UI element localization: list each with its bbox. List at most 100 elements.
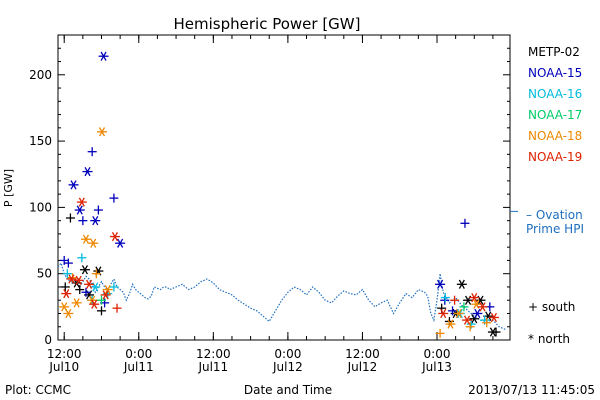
north-star-marker: [59, 302, 70, 312]
y-tick-label: 150: [29, 134, 52, 148]
north-star-marker: [89, 299, 100, 309]
marker-stroke: [73, 298, 80, 308]
north-star-marker: [63, 308, 74, 319]
north-star-marker: [88, 238, 99, 248]
marker-stroke: [490, 312, 498, 323]
south-plus-marker: [435, 328, 445, 338]
marker-stroke: [92, 282, 99, 292]
x-tick-label-time: 12:00: [47, 347, 82, 361]
legend-north-label: * north: [528, 332, 570, 346]
south-plus-marker: [81, 287, 91, 297]
marker-stroke: [471, 292, 478, 303]
marker-stroke: [458, 279, 465, 289]
marker-stroke: [90, 238, 97, 248]
south-plus-marker: [459, 302, 469, 312]
south-plus-marker: [482, 318, 492, 328]
south-plus-marker: [109, 193, 119, 203]
marker-stroke: [82, 234, 90, 244]
timestamp: 2013/07/13 11:45:05: [468, 383, 595, 397]
marker-stroke: [65, 308, 72, 319]
south-plus-marker: [65, 213, 75, 223]
marker-stroke: [104, 284, 111, 295]
y-axis-label: P [GW]: [2, 169, 15, 207]
marker-stroke: [92, 216, 99, 226]
marker-stroke: [111, 231, 119, 242]
marker-stroke: [100, 51, 107, 61]
legend: METP-02 NOAA-15 NOAA-16 NOAA-17 NOAA-18 NOAA-…: [528, 45, 582, 346]
y-tick-label: 0: [44, 333, 52, 347]
x-tick-label-time: 12:00: [196, 347, 231, 361]
marker-stroke: [479, 302, 486, 312]
north-star-marker: [469, 292, 480, 303]
y-tick-label: 200: [29, 68, 52, 82]
plot-frame: [57, 34, 511, 341]
north-star-marker: [79, 265, 90, 275]
marker-stroke: [84, 166, 91, 177]
south-plus-marker: [491, 327, 501, 337]
legend-series-label: NOAA-18: [528, 129, 582, 143]
y-tick-label: 100: [29, 200, 52, 214]
south-plus-marker: [62, 269, 72, 279]
south-plus-marker: [91, 269, 101, 279]
x-tick-label-date: Jul13: [421, 360, 452, 374]
x-tick-label-date: Jul11: [197, 360, 228, 374]
north-star-marker: [73, 275, 84, 285]
north-star-marker: [462, 315, 473, 325]
plot-credit: Plot: CCMC: [5, 383, 71, 397]
x-axis-ticks: 12:00Jul100:00Jul1112:00Jul110:00Jul1212…: [47, 35, 494, 374]
legend-series-label: NOAA-19: [528, 150, 582, 164]
north-star-marker: [438, 308, 449, 319]
marker-stroke: [98, 127, 106, 137]
marker-stroke: [63, 288, 70, 299]
x-tick-label-date: Jul11: [123, 360, 154, 374]
south-plus-marker: [109, 282, 119, 292]
marker-stroke: [76, 205, 83, 215]
south-plus-marker: [96, 306, 106, 316]
north-star-marker: [477, 302, 488, 312]
north-star-marker: [488, 312, 499, 323]
marker-stroke: [463, 315, 471, 325]
south-plus-marker: [465, 322, 475, 332]
south-plus-marker: [448, 306, 458, 316]
north-star-marker: [74, 205, 85, 215]
north-star-marker: [71, 298, 82, 308]
x-tick-label-date: Jul12: [347, 360, 378, 374]
marker-stroke: [61, 302, 68, 312]
y-tick-label: 50: [37, 267, 52, 281]
x-tick-label-date: Jul10: [48, 360, 79, 374]
north-star-marker: [68, 180, 79, 190]
south-plus-marker: [78, 216, 88, 226]
marker-stroke: [91, 299, 98, 309]
legend-series-label: NOAA-17: [528, 108, 582, 122]
marker-stroke: [68, 274, 75, 284]
marker-stroke: [78, 197, 85, 207]
north-star-marker: [90, 216, 101, 226]
marker-stroke: [440, 308, 447, 319]
marker-stroke: [437, 279, 444, 289]
north-star-marker: [115, 238, 126, 248]
north-star-marker: [84, 279, 95, 289]
x-axis-label: Date and Time: [244, 383, 332, 397]
y-axis-ticks: 0 50 100 150 200: [29, 34, 510, 347]
x-tick-label-date: Jul12: [272, 360, 303, 374]
marker-stroke: [455, 308, 462, 319]
x-tick-label-time: 12:00: [345, 347, 380, 361]
x-tick-label-time: 0:00: [125, 347, 152, 361]
ovation-legend-label: – Ovation: [526, 208, 583, 222]
north-star-marker: [102, 284, 113, 295]
north-star-marker: [61, 288, 72, 299]
marker-stroke: [86, 290, 93, 300]
marker-stroke: [75, 275, 82, 285]
north-star-marker: [80, 234, 91, 244]
marker-stroke: [86, 279, 93, 289]
legend-series-label: METP-02: [528, 45, 580, 59]
south-plus-marker: [77, 253, 87, 263]
south-plus-marker: [60, 282, 70, 292]
legend-south-label: + south: [528, 300, 575, 314]
south-plus-marker: [460, 218, 470, 228]
south-plus-marker: [75, 285, 85, 295]
north-star-marker: [456, 279, 467, 289]
north-star-marker: [98, 51, 109, 61]
marker-stroke: [102, 290, 109, 300]
north-star-marker: [445, 319, 456, 329]
